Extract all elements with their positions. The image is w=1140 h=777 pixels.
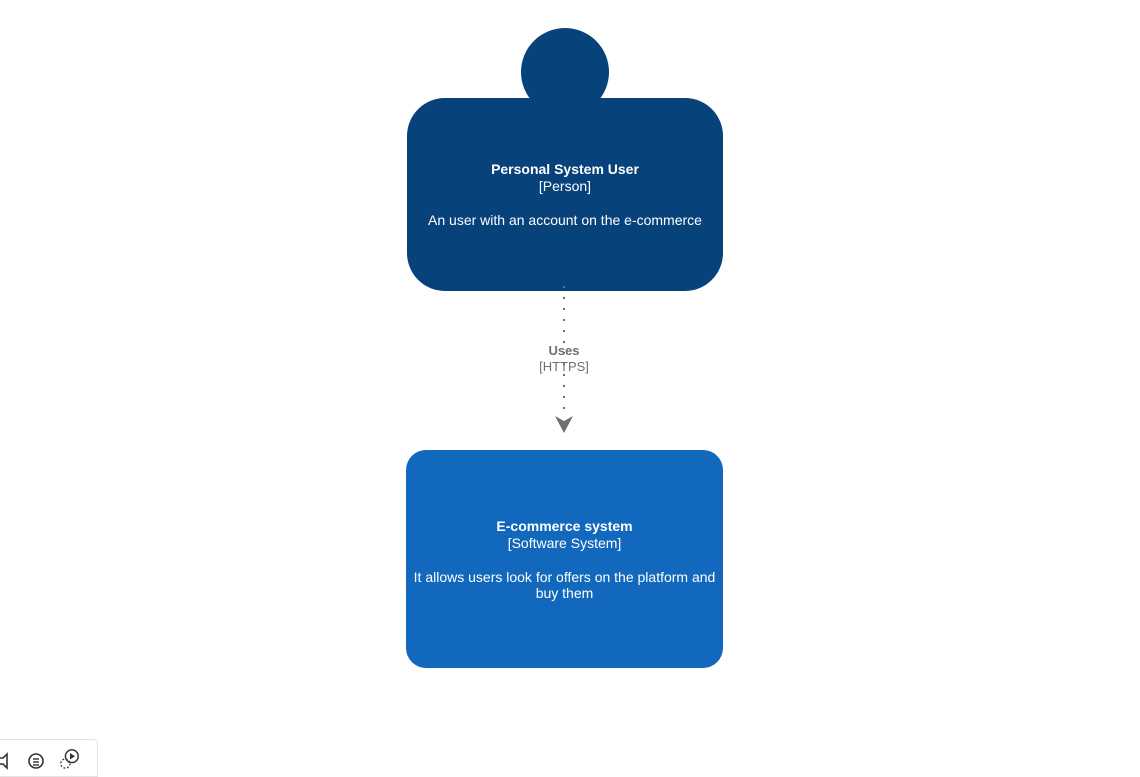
system-type: [Software System]: [507, 534, 622, 551]
arrowhead-icon: [555, 416, 573, 433]
system-description: It allows users look for offers on the p…: [413, 568, 716, 601]
person-type: [Person]: [538, 178, 592, 194]
person-node[interactable]: Personal System User [Person] An user wi…: [407, 98, 723, 291]
bottom-toolbar: [0, 739, 98, 777]
audio-icon[interactable]: [0, 750, 19, 772]
relationship-description: Uses: [548, 343, 580, 358]
system-node[interactable]: E-commerce system [Software System] It a…: [406, 450, 723, 668]
system-name: E-commerce system: [496, 517, 633, 534]
relationship-arrow[interactable]: [540, 280, 590, 440]
relationship-label: Uses [HTTPS]: [514, 343, 614, 375]
person-description: An user with an account on the e-commerc…: [428, 212, 702, 228]
present-icon[interactable]: [59, 748, 81, 770]
comments-icon[interactable]: [25, 750, 47, 772]
relationship-technology: [HTTPS]: [539, 359, 589, 374]
person-name: Personal System User: [491, 161, 639, 177]
